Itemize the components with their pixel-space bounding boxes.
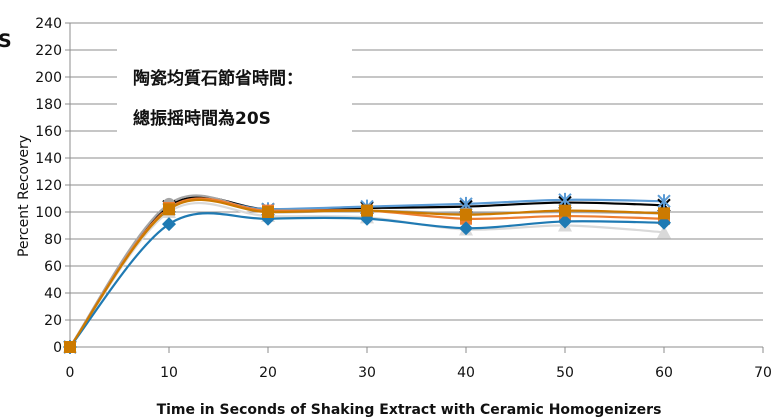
y-tick-label-80: 80: [44, 232, 62, 248]
y-tick-label-0: 0: [53, 340, 62, 356]
x-tick-label-0: 0: [66, 365, 75, 381]
x-tick-label-50: 50: [556, 365, 574, 381]
series-6-point-6: [658, 207, 670, 220]
annotation-line-1: 陶瓷均質石節省時間：: [133, 69, 303, 89]
y-tick-label-40: 40: [44, 286, 62, 302]
series-5-point-4: [459, 221, 473, 236]
series-markers: [63, 192, 671, 354]
y-tick-label-180: 180: [35, 97, 62, 113]
x-tick-label-40: 40: [457, 365, 475, 381]
series-1-point-6: [657, 194, 671, 209]
series-6-point-1: [163, 203, 175, 216]
y-tick-label-220: 220: [35, 43, 62, 59]
y-tick-label-240: 240: [35, 16, 62, 32]
y-tick-label-120: 120: [35, 178, 62, 194]
y-axis-title: Percent Recovery: [16, 135, 32, 257]
y-tick-label-100: 100: [35, 205, 62, 221]
annotation-box: [117, 49, 352, 144]
series-6-point-2: [262, 206, 274, 218]
series-line-5: [69, 212, 665, 348]
series-6-point-0: [64, 341, 76, 353]
series-5-point-1: [162, 217, 176, 232]
series-5-point-5: [558, 214, 572, 229]
axes: [65, 23, 764, 353]
series-1-point-5: [558, 192, 572, 207]
annotation-line-2: 總振摇時間為20S: [133, 109, 271, 129]
x-axis-title: Time in Seconds of Shaking Extract with …: [157, 402, 662, 418]
tick-labels: 0 20 40 60 80 100 120 140 160 180 200 220 240 0 10 20 30…: [35, 16, 772, 381]
chart-title-fragment: S: [0, 30, 12, 52]
y-tick-label-60: 60: [44, 259, 62, 275]
y-tick-label-200: 200: [35, 70, 62, 86]
series-6-point-5: [559, 204, 571, 217]
x-tick-label-60: 60: [655, 365, 673, 381]
x-tick-label-20: 20: [259, 365, 277, 381]
x-tick-label-30: 30: [358, 365, 376, 381]
x-tick-label-70: 70: [754, 365, 772, 381]
series-4-point-6: [657, 225, 671, 239]
y-tick-label-20: 20: [44, 313, 62, 329]
series-6-point-3: [361, 204, 373, 217]
y-tick-label-140: 140: [35, 151, 62, 167]
series-6-point-4: [460, 208, 472, 221]
x-tick-label-10: 10: [160, 365, 178, 381]
y-tick-label-160: 160: [35, 124, 62, 140]
